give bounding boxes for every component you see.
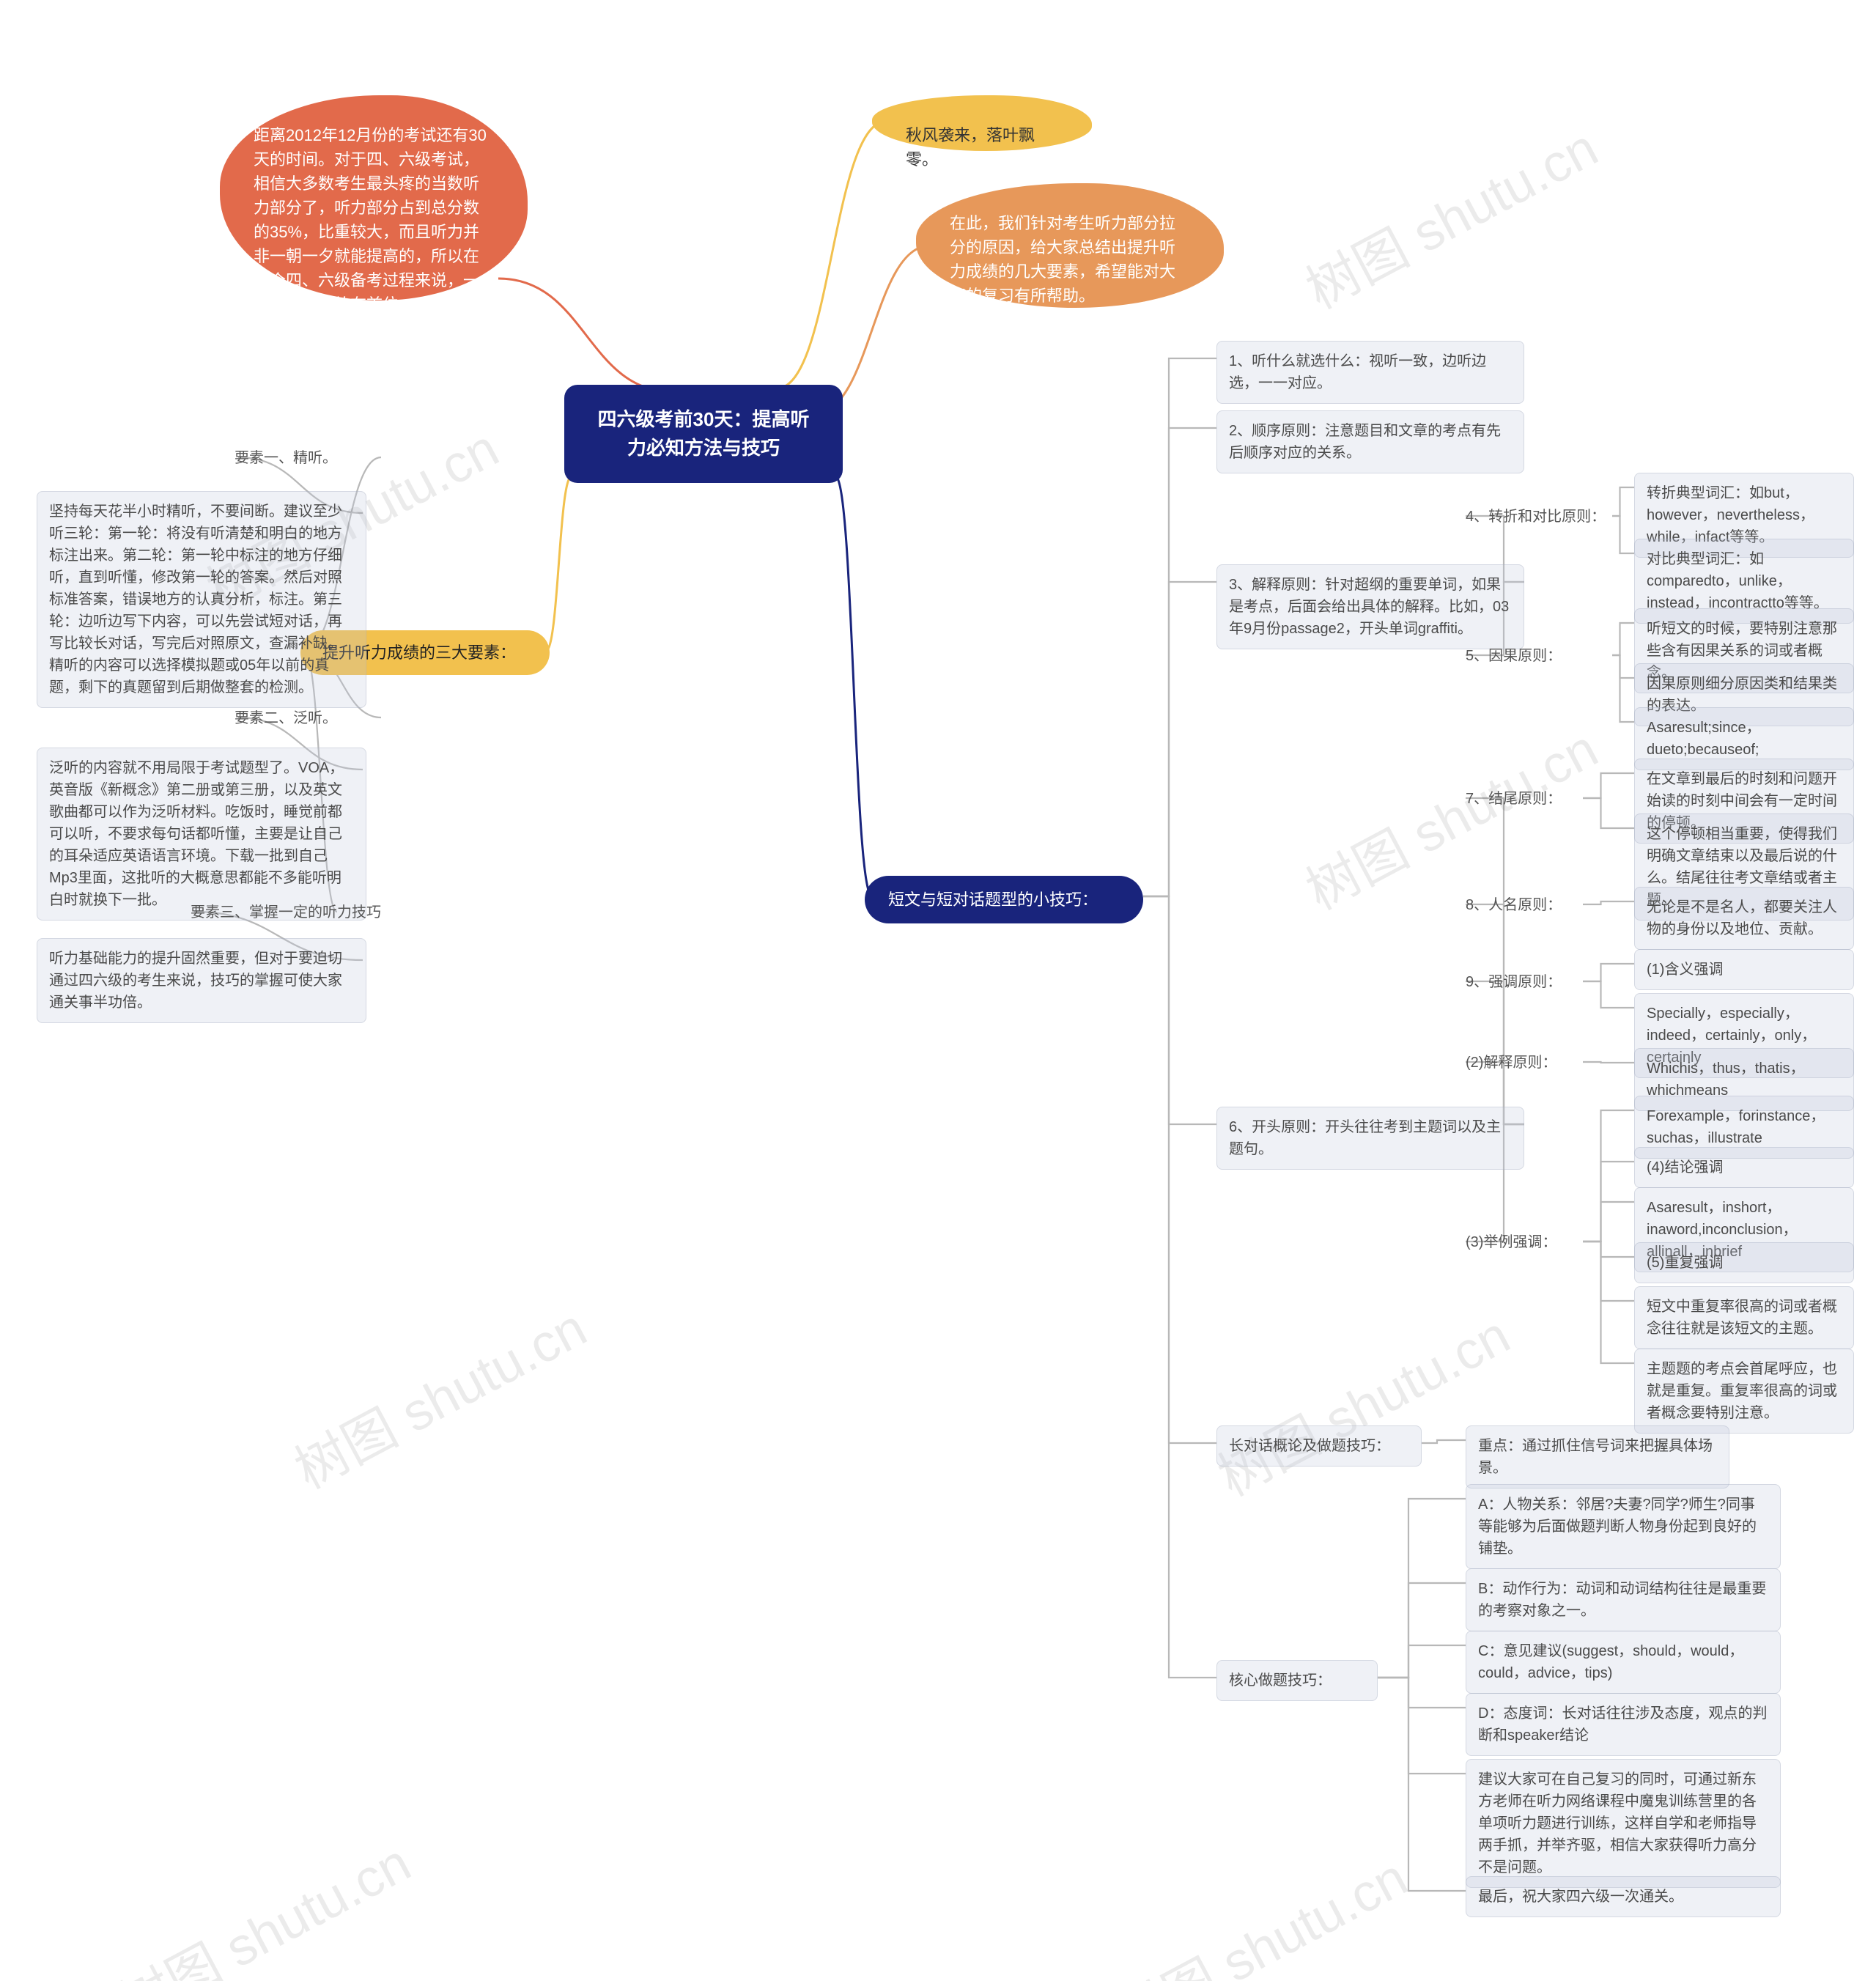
- right-r_core-leaf-0: A：人物关系：邻居?夫妻?同学?师生?同事等能够为后面做题判断人物身份起到良好的…: [1466, 1484, 1781, 1569]
- right-r6e-leaf-3: (5)重复强调: [1634, 1242, 1854, 1283]
- right-r3a: 4、转折和对比原则：: [1466, 506, 1612, 528]
- right-r6e: (3)举例强调：: [1466, 1231, 1583, 1253]
- right-r_core-leaf-4: 建议大家可在自己复习的同时，可通过新东方老师在听力网络课程中魔鬼训练营里的各单项…: [1466, 1759, 1781, 1888]
- right-r6e-leaf-5: 主题题的考点会首尾呼应，也就是重复。重复率很高的词或者概念要特别注意。: [1634, 1349, 1854, 1434]
- right-r3: 3、解释原则：针对超纲的重要单词，如果是考点，后面会给出具体的解释。比如，03年…: [1216, 564, 1524, 649]
- right-title: 短文与短对话题型的小技巧：: [865, 876, 1143, 923]
- right-r6b: 8、人名原则：: [1466, 894, 1583, 916]
- right-r6d: (2)解释原则：: [1466, 1052, 1583, 1074]
- right-r6: 6、开头原则：开头往往考到主题词以及主题句。: [1216, 1107, 1524, 1170]
- element-2-label: 要素二、泛听。: [234, 707, 425, 729]
- reason-orange: 在此，我们针对考生听力部分拉分的原因，给大家总结出提升听力成绩的几大要素，希望能…: [916, 183, 1224, 308]
- right-r_long-leaf-0: 重点：通过抓住信号词来把握具体场景。: [1466, 1425, 1729, 1488]
- right-r6e-leaf-1: (4)结论强调: [1634, 1147, 1854, 1188]
- right-r2: 2、顺序原则：注意题目和文章的考点有先后顺序对应的关系。: [1216, 410, 1524, 473]
- right-r6a: 7、结尾原则：: [1466, 788, 1583, 810]
- right-r_core-leaf-5: 最后，祝大家四六级一次通关。: [1466, 1876, 1781, 1917]
- right-r6b-leaf-0: 无论是不是名人，都要关注人物的身份以及地位、贡献。: [1634, 887, 1854, 950]
- right-r_core-leaf-3: D：态度词：长对话往往涉及态度，观点的判断和speaker结论: [1466, 1693, 1781, 1756]
- intro-red: 距离2012年12月份的考试还有30天的时间。对于四、六级考试，相信大多数考生最…: [220, 95, 528, 300]
- autumn-yellow: 秋风袭来，落叶飘零。: [872, 95, 1092, 151]
- element-3-label: 要素三、掌握一定的听力技巧: [191, 901, 381, 923]
- right-r_core-leaf-2: C：意见建议(suggest，should，would，could，advice…: [1466, 1631, 1781, 1694]
- right-r_core: 核心做题技巧：: [1216, 1660, 1378, 1701]
- right-r_core-leaf-1: B：动作行为：动词和动词结构往往是最重要的考察对象之一。: [1466, 1568, 1781, 1631]
- element-3-desc: 听力基础能力的提升固然重要，但对于要迫切通过四六级的考生来说，技巧的掌握可使大家…: [37, 938, 366, 1023]
- right-r6c: 9、强调原则：: [1466, 971, 1583, 993]
- watermark: 树图 shutu.cn: [279, 1285, 597, 1503]
- right-r_long: 长对话概论及做题技巧：: [1216, 1425, 1422, 1467]
- right-r6e-leaf-4: 短文中重复率很高的词或者概念往往就是该短文的主题。: [1634, 1286, 1854, 1349]
- element-2-desc: 泛听的内容就不用局限于考试题型了。VOA，英音版《新概念》第二册或第三册，以及英…: [37, 748, 366, 921]
- watermark: 树图 shutu.cn: [1100, 1835, 1418, 1981]
- right-r1: 1、听什么就选什么：视听一致，边听边选，一一对应。: [1216, 341, 1524, 404]
- right-r6c-leaf-0: (1)含义强调: [1634, 949, 1854, 990]
- canvas: 树图 shutu.cn 树图 shutu.cn 树图 shutu.cn 树图 shut…: [0, 0, 1876, 1981]
- element-1-desc: 坚持每天花半小时精听，不要间断。建议至少听三轮：第一轮：将没有听清楚和明白的地方…: [37, 491, 366, 708]
- watermark: 树图 shutu.cn: [1290, 106, 1609, 323]
- watermark: 树图 shutu.cn: [103, 1820, 421, 1981]
- watermark: 树图 shutu.cn: [1290, 707, 1609, 924]
- root-node: 四六级考前30天：提高听力必知方法与技巧: [564, 385, 843, 483]
- right-r3b: 5、因果原则：: [1466, 645, 1612, 667]
- element-1-label: 要素一、精听。: [234, 447, 425, 469]
